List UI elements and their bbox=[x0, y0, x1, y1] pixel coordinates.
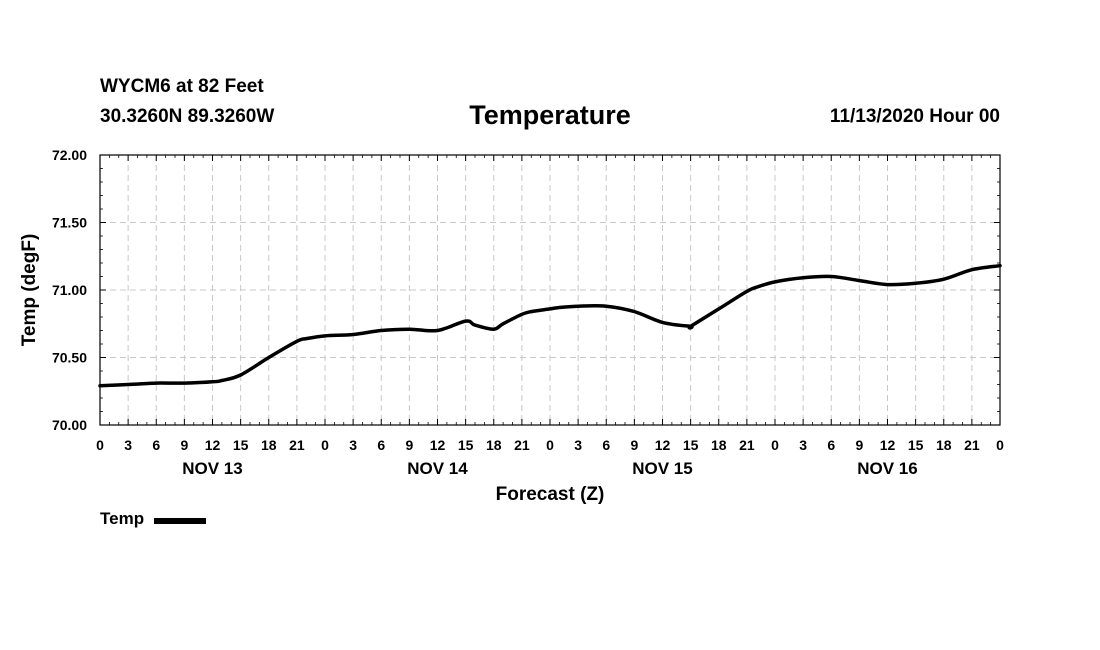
y-axis-title: Temp (degF) bbox=[19, 234, 40, 347]
x-tick-label: 6 bbox=[152, 437, 160, 453]
coordinates-label: 30.3260N 89.3260W bbox=[100, 106, 275, 127]
x-tick-label: 3 bbox=[349, 437, 357, 453]
x-tick-label: 3 bbox=[574, 437, 582, 453]
y-tick-label: 71.50 bbox=[52, 215, 87, 231]
legend-swatch bbox=[154, 517, 207, 524]
day-label: NOV 13 bbox=[182, 459, 242, 478]
x-tick-label: 21 bbox=[739, 437, 755, 453]
x-tick-label: 0 bbox=[996, 437, 1004, 453]
x-tick-label: 15 bbox=[683, 437, 699, 453]
x-tick-label: 6 bbox=[377, 437, 385, 453]
x-tick-label: 15 bbox=[233, 437, 249, 453]
x-tick-label: 6 bbox=[602, 437, 610, 453]
x-tick-label: 6 bbox=[827, 437, 835, 453]
x-tick-label: 18 bbox=[711, 437, 727, 453]
x-tick-label: 12 bbox=[655, 437, 671, 453]
x-tick-label: 0 bbox=[321, 437, 329, 453]
x-tick-label: 0 bbox=[771, 437, 779, 453]
grid-lines bbox=[100, 155, 1000, 425]
x-tick-label: 3 bbox=[124, 437, 132, 453]
legend: Temp bbox=[100, 509, 207, 529]
day-label: NOV 16 bbox=[857, 459, 917, 478]
run-time-label: 11/13/2020 Hour 00 bbox=[829, 106, 1000, 127]
y-tick-labels: 70.00 70.50 71.00 71.50 72.00 bbox=[52, 147, 87, 433]
x-axis-title: Forecast (Z) bbox=[496, 484, 605, 505]
x-tick-label: 9 bbox=[630, 437, 638, 453]
y-tick-label: 71.00 bbox=[52, 282, 87, 298]
chart-title: Temperature bbox=[469, 100, 631, 130]
x-tick-label: 12 bbox=[430, 437, 446, 453]
x-tick-label: 15 bbox=[458, 437, 474, 453]
x-tick-label: 15 bbox=[908, 437, 924, 453]
y-tick-label: 70.50 bbox=[52, 350, 87, 366]
day-label: NOV 14 bbox=[407, 459, 468, 478]
legend-label: Temp bbox=[100, 509, 145, 528]
x-tick-label: 18 bbox=[261, 437, 277, 453]
temp-series-line bbox=[98, 263, 1002, 388]
y-tick-label: 72.00 bbox=[52, 147, 87, 163]
x-tick-label: 9 bbox=[405, 437, 413, 453]
x-tick-label: 0 bbox=[96, 437, 104, 453]
x-tick-label: 21 bbox=[289, 437, 305, 453]
x-tick-label: 9 bbox=[180, 437, 188, 453]
x-tick-labels: 0 3 6 9 12 15 18 21 0 3 6 9 12 15 18 21 0 3 6 9 12 15 18 21 0 3 6 9… bbox=[96, 437, 1004, 453]
station-label: WYCM6 at 82 Feet bbox=[100, 76, 264, 97]
day-labels: NOV 13 NOV 14 NOV 15 NOV 16 bbox=[182, 459, 917, 478]
x-tick-label: 21 bbox=[964, 437, 980, 453]
x-tick-label: 9 bbox=[855, 437, 863, 453]
x-tick-label: 18 bbox=[486, 437, 502, 453]
x-tick-label: 21 bbox=[514, 437, 530, 453]
y-tick-label: 70.00 bbox=[52, 417, 87, 433]
x-tick-label: 18 bbox=[936, 437, 952, 453]
axis-ticks bbox=[99, 154, 1001, 426]
day-label: NOV 15 bbox=[632, 459, 692, 478]
x-tick-label: 12 bbox=[205, 437, 221, 453]
x-tick-label: 3 bbox=[799, 437, 807, 453]
x-tick-label: 12 bbox=[880, 437, 896, 453]
x-tick-label: 0 bbox=[546, 437, 554, 453]
